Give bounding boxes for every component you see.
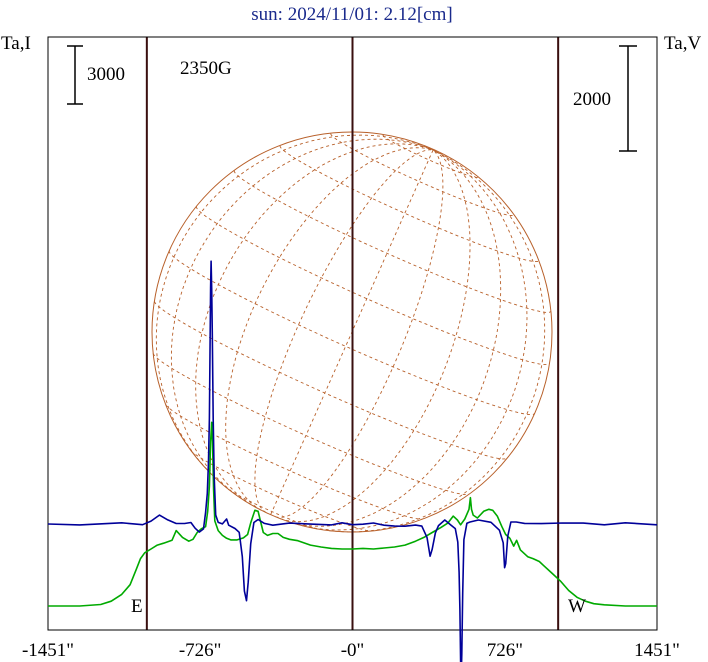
longitude-line [155,134,434,483]
longitude-line [270,149,434,515]
reference-lines [145,37,560,630]
scale-bar-i-label: 3000 [87,64,125,85]
x-tick-label: -726" [179,640,222,661]
latitude-line [153,301,508,460]
series-V-line [47,260,658,662]
x-tick-label: 726" [487,640,523,661]
longitude-line [170,138,434,503]
latitude-line [279,145,539,263]
latitude-line [152,353,470,496]
series-lines [47,260,658,662]
latitude-line [382,135,479,178]
peak-annotation: 2350G [180,58,232,79]
longitude-line [195,143,434,505]
longitude-line [225,147,434,511]
chart-title: sun: 2024/11/01: 2.12[cm] [251,4,452,25]
latitude-line [195,206,550,366]
longitude-line [254,149,434,513]
west-limb-label: W [568,596,586,617]
longitude-line [291,149,502,527]
x-tick-label: -1451" [22,640,74,661]
solar-disk [151,131,553,533]
latitude-line [233,170,552,313]
longitude-line [328,149,546,533]
x-tick-label: -0" [341,640,365,661]
latitude-line [227,488,319,530]
plot-frame [47,36,658,631]
scale-bar-v-label: 2000 [573,89,611,110]
x-tick-label: 1451" [634,640,680,661]
x-tick-labels: -1451" -726" -0" 726" 1451" [22,640,680,661]
right-axis-label: Ta,V [664,33,701,54]
latitude-line [190,450,372,532]
series-I-line [48,421,657,607]
east-limb-label: E [131,596,143,617]
scale-bars: 3000 2000 [67,45,637,152]
left-axis-label: Ta,I [1,33,31,54]
latitude-line [165,404,423,520]
longitude-line [275,149,444,518]
latitude-line [330,133,514,217]
longitude-line [296,149,528,531]
longitude-line [280,149,471,523]
